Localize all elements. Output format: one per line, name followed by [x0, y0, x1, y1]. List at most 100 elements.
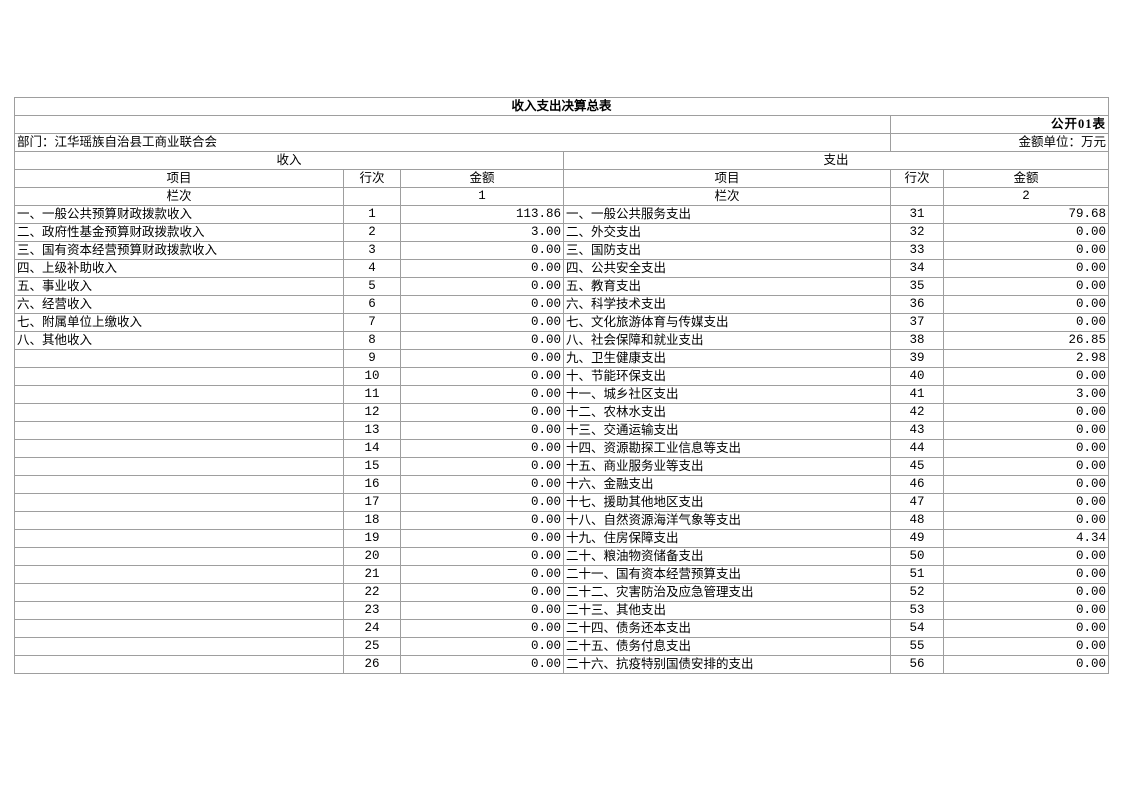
expense-amount-cell: 0.00: [942, 565, 1110, 584]
expense-item-cell: 十二、农林水支出: [563, 403, 891, 422]
expense-line-cell: 55: [890, 637, 944, 656]
table-row: 21 0.00 二十一、国有资本经营预算支出 51 0.00: [14, 565, 1110, 584]
table-row: 23 0.00 二十三、其他支出 53 0.00: [14, 601, 1110, 620]
income-line-cell: 18: [343, 511, 401, 530]
expense-amount-cell: 0.00: [942, 259, 1110, 278]
income-amount-cell: 0.00: [400, 241, 564, 260]
income-amount-cell: 0.00: [400, 439, 564, 458]
income-line-cell: 17: [343, 493, 401, 512]
income-amount-cell: 0.00: [400, 547, 564, 566]
income-line-cell: 9: [343, 349, 401, 368]
income-item-cell: 二、政府性基金预算财政拨款收入: [14, 223, 344, 242]
expense-amount-cell: 0.00: [942, 493, 1110, 512]
income-item-header: 项目: [14, 169, 344, 188]
expense-line-cell: 34: [890, 259, 944, 278]
expense-line-cell: 44: [890, 439, 944, 458]
expense-item-cell: 二十、粮油物资储备支出: [563, 547, 891, 566]
income-lanci-spacer: [343, 187, 401, 206]
income-amount-cell: 0.00: [400, 367, 564, 386]
table-row: 20 0.00 二十、粮油物资储备支出 50 0.00: [14, 547, 1110, 566]
income-line-cell: 25: [343, 637, 401, 656]
expense-item-cell: 十一、城乡社区支出: [563, 385, 891, 404]
expense-amount-cell: 0.00: [942, 601, 1110, 620]
expense-amount-cell: 0.00: [942, 223, 1110, 242]
expense-amount-cell: 0.00: [942, 583, 1110, 602]
expense-amount-cell: 2.98: [942, 349, 1110, 368]
income-amount-cell: 0.00: [400, 259, 564, 278]
expense-amount-cell: 0.00: [942, 655, 1110, 674]
expense-item-cell: 二、外交支出: [563, 223, 891, 242]
expense-section-header: 支出: [562, 151, 1110, 170]
table-row: 15 0.00 十五、商业服务业等支出 45 0.00: [14, 457, 1110, 476]
expense-item-cell: 六、科学技术支出: [563, 295, 891, 314]
expense-amount-cell: 3.00: [942, 385, 1110, 404]
expense-line-cell: 43: [890, 421, 944, 440]
income-amount-cell: 0.00: [400, 277, 564, 296]
expense-item-cell: 十四、资源勘探工业信息等支出: [563, 439, 891, 458]
table-row: 9 0.00 九、卫生健康支出 39 2.98: [14, 349, 1110, 368]
income-line-cell: 1: [343, 205, 401, 224]
table-row: 13 0.00 十三、交通运输支出 43 0.00: [14, 421, 1110, 440]
income-line-cell: 14: [343, 439, 401, 458]
income-item-cell: [14, 367, 344, 386]
expense-amount-cell: 0.00: [942, 511, 1110, 530]
table-row: 22 0.00 二十二、灾害防治及应急管理支出 52 0.00: [14, 583, 1110, 602]
income-item-cell: [14, 637, 344, 656]
income-line-cell: 15: [343, 457, 401, 476]
expense-line-cell: 41: [890, 385, 944, 404]
expense-item-cell: 三、国防支出: [563, 241, 891, 260]
expense-item-cell: 十八、自然资源海洋气象等支出: [563, 511, 891, 530]
income-amount-cell: 0.00: [400, 349, 564, 368]
income-line-cell: 5: [343, 277, 401, 296]
income-item-cell: [14, 619, 344, 638]
income-amount-cell: 0.00: [400, 421, 564, 440]
income-amount-cell: 0.00: [400, 493, 564, 512]
income-line-cell: 2: [343, 223, 401, 242]
income-item-cell: [14, 385, 344, 404]
expense-line-cell: 39: [890, 349, 944, 368]
income-amount-cell: 0.00: [400, 475, 564, 494]
expense-item-cell: 二十五、债务付息支出: [563, 637, 891, 656]
table-row: 17 0.00 十七、援助其他地区支出 47 0.00: [14, 493, 1110, 512]
department-label: 部门：江华瑶族自治县工商业联合会: [14, 133, 891, 152]
income-amount-cell: 0.00: [400, 655, 564, 674]
income-item-cell: [14, 403, 344, 422]
income-item-cell: [14, 511, 344, 530]
income-item-cell: 四、上级补助收入: [14, 259, 344, 278]
expense-line-cell: 50: [890, 547, 944, 566]
expense-line-cell: 52: [890, 583, 944, 602]
income-amount-cell: 0.00: [400, 457, 564, 476]
table-row: 四、上级补助收入 4 0.00 四、公共安全支出 34 0.00: [14, 259, 1110, 278]
expense-item-cell: 十三、交通运输支出: [563, 421, 891, 440]
table-row: 10 0.00 十、节能环保支出 40 0.00: [14, 367, 1110, 386]
sheet-row-spacer: [14, 115, 891, 134]
expense-item-cell: 十五、商业服务业等支出: [563, 457, 891, 476]
income-line-cell: 7: [343, 313, 401, 332]
expense-item-cell: 四、公共安全支出: [563, 259, 891, 278]
expense-item-cell: 二十六、抗疫特别国债安排的支出: [563, 655, 891, 674]
title-row: 收入支出决算总表: [13, 97, 1110, 116]
expense-line-cell: 37: [890, 313, 944, 332]
column-header-row: 项目 行次 金额 项目 行次 金额: [14, 169, 1110, 188]
expense-amount-cell: 0.00: [942, 439, 1110, 458]
income-line-cell: 23: [343, 601, 401, 620]
table-row: 二、政府性基金预算财政拨款收入 2 3.00 二、外交支出 32 0.00: [14, 223, 1110, 242]
expense-line-cell: 33: [890, 241, 944, 260]
income-item-cell: [14, 457, 344, 476]
income-line-cell: 20: [343, 547, 401, 566]
income-line-cell: 6: [343, 295, 401, 314]
expense-amount-cell: 0.00: [942, 619, 1110, 638]
income-line-cell: 22: [343, 583, 401, 602]
income-item-cell: 八、其他收入: [14, 331, 344, 350]
expense-amount-cell: 79.68: [942, 205, 1110, 224]
expense-line-cell: 53: [890, 601, 944, 620]
income-item-cell: [14, 547, 344, 566]
expense-line-cell: 54: [890, 619, 944, 638]
income-amount-cell: 0.00: [400, 385, 564, 404]
income-item-cell: 一、一般公共预算财政拨款收入: [14, 205, 344, 224]
expense-item-cell: 十七、援助其他地区支出: [563, 493, 891, 512]
expense-line-cell: 42: [890, 403, 944, 422]
sheet-label-row: 公开01表: [14, 115, 1110, 134]
table-row: 19 0.00 十九、住房保障支出 49 4.34: [14, 529, 1110, 548]
expense-item-cell: 一、一般公共服务支出: [563, 205, 891, 224]
